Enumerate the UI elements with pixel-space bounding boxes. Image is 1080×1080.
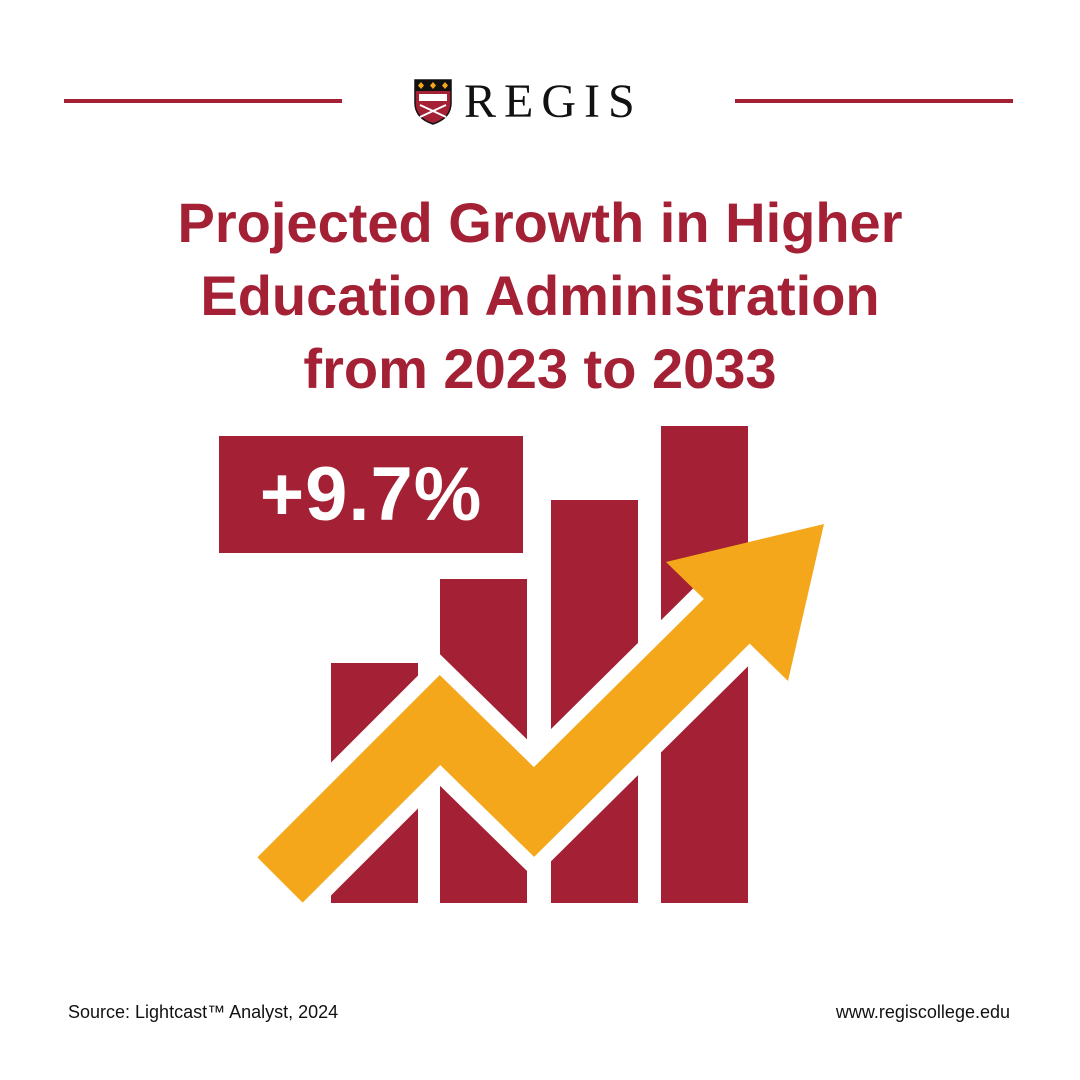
header-rule-left [64, 99, 342, 103]
stat-value: +9.7% [259, 451, 483, 537]
growth-arrow-icon [246, 524, 824, 914]
brand-name: REGIS [464, 75, 643, 128]
stat-badge: +9.7% [219, 436, 523, 553]
header-rule-right [735, 99, 1013, 103]
source-citation: Source: Lightcast™ Analyst, 2024 [68, 1002, 339, 1022]
headline-line-3: from 2023 to 2033 [303, 337, 777, 400]
brand-logo: REGIS [414, 78, 643, 126]
headline: Projected Growth in Higher Education Adm… [40, 186, 1040, 405]
headline-line-2: Education Administration [200, 264, 880, 327]
shield-crest-icon [414, 79, 452, 125]
website-url: www.regiscollege.edu [835, 1002, 1010, 1022]
headline-line-1: Projected Growth in Higher [177, 191, 903, 254]
